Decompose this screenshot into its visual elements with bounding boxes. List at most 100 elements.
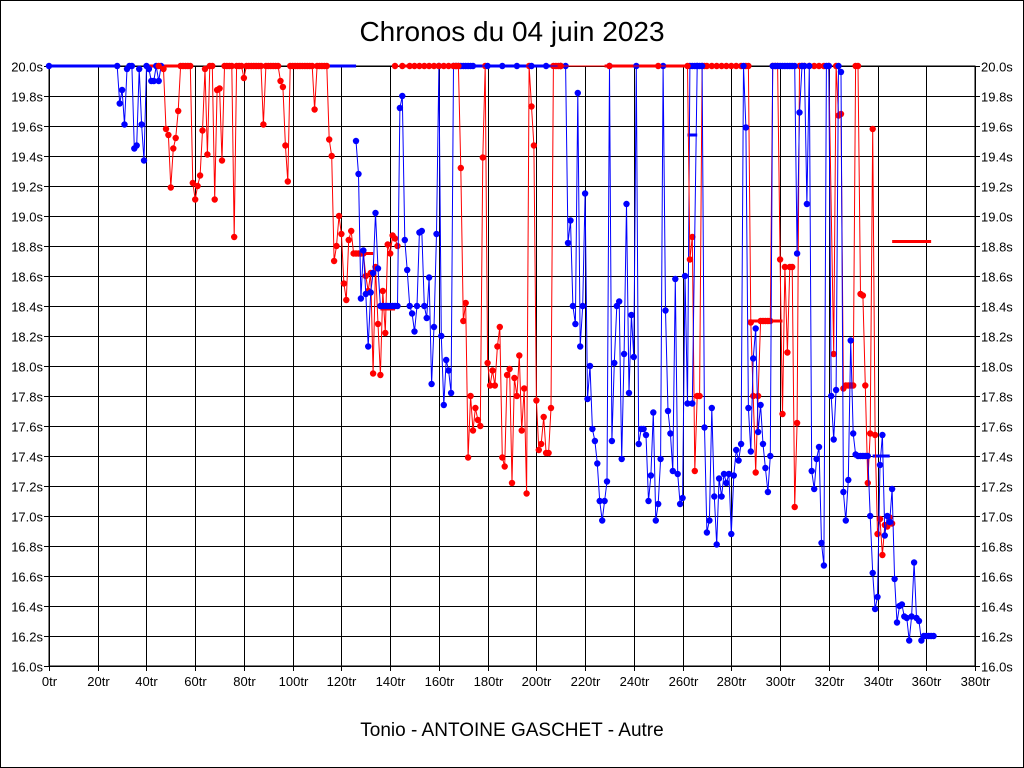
data-point (828, 392, 835, 400)
data-point (199, 127, 206, 134)
data-point (867, 430, 874, 437)
data-point (175, 107, 182, 115)
data-point (513, 392, 521, 400)
data-point (508, 479, 516, 487)
data-point (486, 382, 494, 389)
data-point (194, 182, 201, 190)
data-point (679, 494, 686, 502)
data-point (820, 562, 828, 569)
data-point (138, 121, 145, 128)
data-point (701, 424, 708, 431)
data-point (742, 124, 750, 131)
data-point (189, 179, 196, 187)
data-point (547, 404, 555, 412)
data-point (791, 503, 798, 511)
data-point (606, 62, 613, 70)
x-tick-label: 320tr (815, 674, 845, 689)
data-point (274, 62, 282, 70)
data-point (837, 68, 845, 76)
data-point (228, 62, 235, 70)
data-point (257, 62, 265, 70)
data-point (477, 422, 484, 430)
y-tick-label-left: 17.0s (11, 510, 43, 525)
data-point (447, 389, 455, 397)
data-point (776, 256, 784, 263)
data-point (850, 382, 857, 389)
data-point (655, 62, 662, 70)
data-point (781, 263, 789, 271)
y-tick-label-left: 20.0s (11, 60, 43, 75)
data-point (540, 413, 547, 421)
data-point (165, 131, 172, 139)
data-point (567, 217, 574, 224)
data-point (438, 332, 445, 340)
data-point (172, 134, 179, 142)
data-point (416, 62, 423, 70)
data-point (789, 263, 796, 271)
data-point (876, 515, 884, 523)
data-point (511, 374, 518, 382)
data-point (750, 392, 757, 400)
data-point (201, 65, 209, 73)
data-point (762, 464, 769, 472)
y-tick-label-right: 16.0s (981, 660, 1013, 675)
data-point (343, 296, 350, 304)
x-tick-label: 120tr (327, 674, 357, 689)
data-point (835, 62, 842, 70)
data-point (145, 65, 153, 73)
data-point (859, 292, 867, 299)
y-tick-label-left: 19.6s (11, 120, 43, 135)
data-point (718, 62, 725, 70)
data-point (309, 62, 316, 70)
y-tick-label-left: 17.8s (11, 390, 43, 405)
data-point (523, 490, 530, 497)
y-tick-label-right: 16.2s (981, 630, 1013, 645)
data-point (747, 319, 754, 326)
y-tick-label-left: 19.4s (11, 150, 43, 165)
data-point (591, 437, 599, 445)
data-point (365, 343, 372, 350)
data-point (706, 517, 713, 524)
data-point (374, 320, 382, 328)
data-point (467, 392, 474, 400)
data-point (689, 233, 696, 241)
data-point (711, 493, 718, 500)
data-point (218, 157, 226, 164)
data-point (667, 430, 674, 437)
y-tick-label-left: 16.0s (11, 660, 43, 675)
y-tick-label-left: 16.8s (11, 540, 43, 555)
data-point (428, 380, 435, 388)
data-point (718, 493, 725, 500)
data-point (418, 227, 425, 235)
y-tick-label-left: 18.8s (11, 240, 43, 255)
data-point (874, 530, 881, 538)
data-point (650, 409, 657, 416)
x-tick-label: 0tr (42, 674, 58, 689)
data-point (330, 257, 338, 265)
data-point (382, 329, 389, 337)
data-point (764, 488, 772, 496)
x-tick-label: 20tr (87, 674, 110, 689)
y-tick-label-right: 19.6s (981, 120, 1013, 135)
data-point (460, 317, 467, 325)
x-tick-label: 180tr (474, 674, 504, 689)
data-point (808, 467, 815, 475)
data-point (374, 265, 382, 272)
data-point (379, 287, 386, 295)
data-point (352, 137, 360, 145)
data-point (867, 512, 874, 520)
data-point (713, 62, 720, 70)
data-point (387, 250, 394, 257)
data-point (348, 227, 355, 235)
data-point (669, 467, 676, 475)
data-point (708, 404, 715, 412)
data-point (594, 460, 601, 467)
data-point (499, 62, 506, 70)
data-point (854, 62, 862, 70)
data-point (401, 236, 408, 244)
data-point (652, 517, 659, 524)
data-point (603, 478, 611, 485)
data-point (674, 470, 681, 478)
x-tick-label: 300tr (766, 674, 796, 689)
data-point (216, 85, 223, 92)
